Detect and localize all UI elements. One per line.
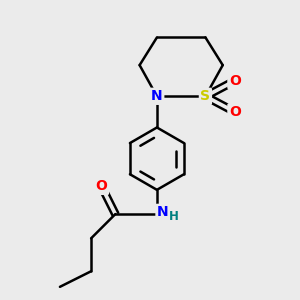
- Text: S: S: [200, 89, 210, 103]
- Text: H: H: [169, 210, 179, 223]
- Text: N: N: [157, 206, 169, 219]
- Text: O: O: [96, 179, 107, 194]
- Text: O: O: [229, 105, 241, 119]
- Text: N: N: [151, 89, 163, 103]
- Text: O: O: [229, 74, 241, 88]
